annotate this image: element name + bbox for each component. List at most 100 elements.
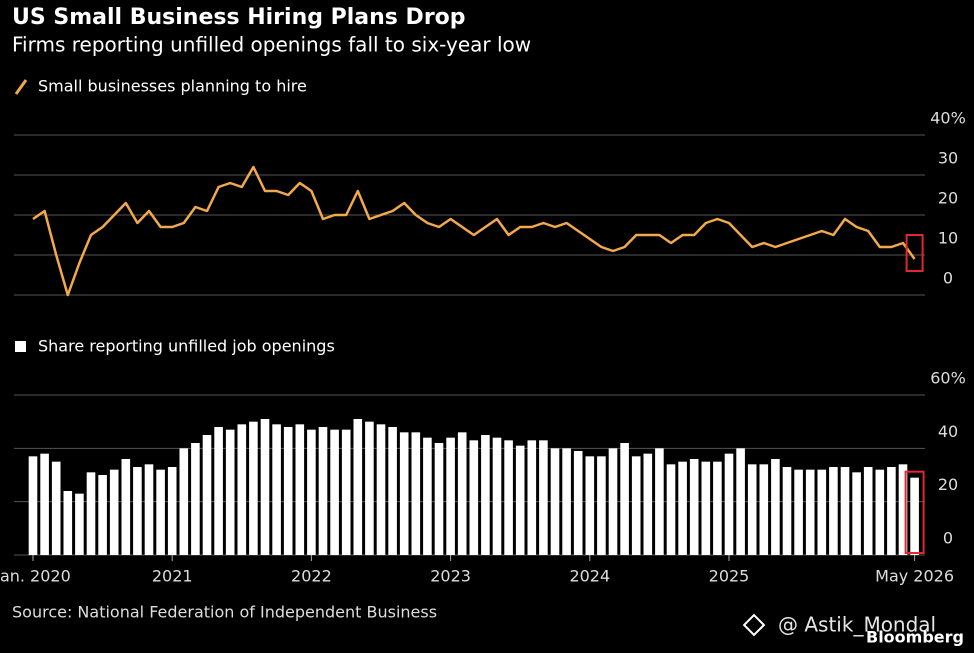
bar: [504, 440, 513, 555]
bar: [272, 424, 281, 555]
bar: [678, 461, 687, 555]
y-tick-label: 20: [938, 189, 958, 208]
bar: [771, 459, 780, 555]
bar: [747, 464, 757, 555]
bar: [51, 461, 61, 555]
bar: [573, 451, 583, 555]
bar: [655, 448, 664, 555]
bar: [214, 427, 223, 555]
chart-title: US Small Business Hiring Plans Drop: [12, 5, 466, 30]
bar: [481, 435, 490, 555]
bar: [887, 467, 896, 555]
bar: [121, 459, 131, 555]
bar: [202, 435, 212, 555]
line: [32, 165, 916, 297]
bar: [527, 440, 537, 555]
legend-label: Small businesses planning to hire: [38, 77, 307, 96]
bar: [666, 464, 676, 555]
bar: [829, 467, 838, 555]
bar: [840, 467, 850, 555]
y-tick-label: 0: [943, 269, 953, 288]
highlight-box: [904, 470, 925, 554]
bar: [515, 445, 525, 555]
bar: [736, 448, 745, 555]
bar: [562, 448, 571, 555]
bar: [713, 461, 722, 555]
bar: [875, 469, 885, 555]
bar: [863, 467, 873, 555]
bar: [225, 429, 235, 555]
y-tick-label: 60%: [930, 369, 966, 388]
bar: [330, 429, 339, 555]
y-tick-label: 40%: [930, 109, 966, 128]
bar: [249, 421, 258, 555]
bar: [353, 419, 363, 555]
bar: [411, 432, 421, 555]
x-tick-label: May 2026: [875, 567, 954, 586]
bar: [399, 432, 409, 555]
bar: [75, 493, 84, 555]
bar: [388, 427, 397, 555]
bar: [817, 469, 827, 555]
bar: [179, 448, 189, 555]
y-tick-label: 30: [938, 149, 958, 168]
bar: [539, 440, 548, 555]
bar: [341, 429, 351, 555]
legend-label: Share reporting unfilled job openings: [38, 337, 335, 356]
bar: [167, 467, 177, 555]
bar: [318, 427, 328, 555]
bar: [237, 424, 247, 555]
bar: [133, 467, 142, 555]
x-tick-label: 2024: [569, 567, 610, 586]
legend-swatch: [14, 79, 28, 95]
bar: [631, 456, 641, 555]
watermark: @ Astik_Mondal: [778, 613, 936, 637]
brand: Bloomberg: [866, 628, 964, 647]
bar: [260, 419, 270, 555]
bar: [446, 437, 455, 555]
bar: [144, 464, 154, 555]
watermark-icon: [742, 613, 766, 637]
bar: [608, 448, 618, 555]
bar: [307, 429, 316, 555]
bar: [620, 443, 629, 555]
bar: [109, 469, 119, 555]
chart-subtitle: Firms reporting unfilled openings fall t…: [12, 33, 531, 57]
x-tick-label: 2021: [152, 567, 193, 586]
bar: [782, 467, 792, 555]
bar: [365, 421, 374, 555]
bar: [295, 424, 305, 555]
bar: [550, 448, 560, 555]
bar: [585, 456, 595, 555]
bar: [701, 461, 711, 555]
x-tick-label: 2022: [291, 567, 332, 586]
x-tick-label: 2023: [430, 567, 471, 586]
source: Source: National Federation of Independe…: [12, 603, 437, 622]
bar: [457, 432, 467, 555]
x-tick-label: Jan. 2020: [0, 567, 71, 586]
bar: [283, 427, 293, 555]
bar: [469, 440, 479, 555]
bar: [724, 453, 734, 555]
bar: [898, 464, 908, 555]
bar: [98, 475, 107, 555]
bar: [794, 469, 803, 555]
bar: [852, 472, 861, 555]
bar: [86, 472, 96, 555]
y-tick-label: 20: [938, 475, 958, 494]
bar: [910, 477, 919, 555]
bar: [423, 437, 432, 555]
bar: [376, 424, 386, 555]
bar: [759, 464, 769, 555]
highlight-box: [905, 234, 924, 272]
y-tick-label: 0: [943, 529, 953, 548]
bar: [191, 443, 200, 555]
bar: [40, 453, 49, 555]
bar: [597, 456, 606, 555]
bar: [689, 459, 699, 555]
bar: [63, 491, 73, 555]
bar: [492, 437, 502, 555]
bar: [434, 443, 444, 555]
y-tick-label: 10: [938, 229, 958, 248]
